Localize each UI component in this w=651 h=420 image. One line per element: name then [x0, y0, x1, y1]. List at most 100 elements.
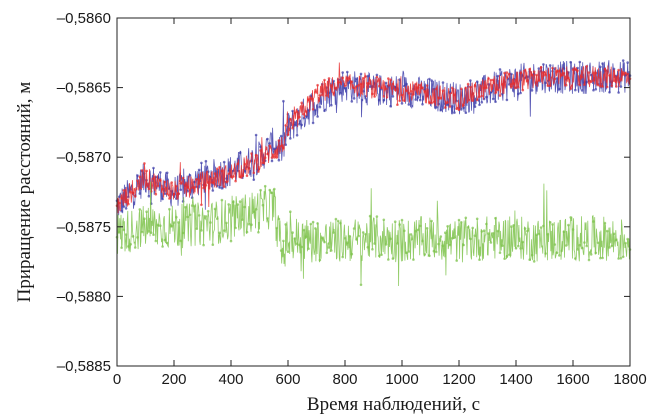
- data-point: [377, 254, 381, 258]
- data-point: [489, 241, 493, 244]
- data-point: [118, 195, 121, 199]
- data-point: [140, 230, 144, 234]
- data-point: [576, 248, 579, 251]
- x-tick-label: 200: [161, 371, 186, 388]
- data-point: [181, 231, 185, 235]
- data-point: [138, 175, 142, 178]
- data-point: [213, 172, 217, 175]
- data-point: [523, 69, 527, 72]
- data-point: [418, 98, 422, 102]
- data-point: [571, 68, 575, 71]
- data-point: [124, 233, 128, 236]
- data-point: [453, 93, 456, 97]
- data-point: [519, 247, 522, 250]
- data-point: [193, 204, 196, 208]
- data-point: [339, 81, 342, 84]
- data-point: [400, 102, 404, 105]
- data-point: [382, 95, 386, 98]
- data-point: [122, 205, 126, 208]
- data-point: [560, 74, 563, 77]
- data-point: [455, 107, 459, 110]
- data-point: [222, 160, 226, 164]
- data-point: [439, 108, 443, 112]
- data-point: [298, 122, 301, 126]
- data-point: [355, 85, 358, 88]
- data-point: [612, 79, 616, 82]
- data-point: [373, 95, 376, 98]
- data-point: [177, 192, 180, 195]
- data-point: [330, 84, 333, 87]
- data-point: [120, 246, 123, 249]
- data-point: [204, 184, 208, 187]
- data-point: [562, 67, 566, 70]
- data-point: [316, 115, 319, 118]
- data-point: [118, 201, 121, 205]
- data-point: [341, 255, 345, 259]
- data-point: [377, 84, 381, 88]
- data-point: [364, 75, 367, 78]
- data-point: [302, 113, 306, 116]
- data-point: [487, 232, 490, 235]
- data-point: [574, 68, 577, 71]
- x-tick-label: 800: [332, 371, 357, 388]
- data-point: [291, 109, 294, 113]
- data-point: [564, 244, 568, 247]
- data-point: [389, 237, 392, 241]
- data-point: [202, 186, 205, 190]
- data-point: [371, 248, 374, 251]
- data-point: [599, 85, 602, 88]
- data-point: [384, 87, 388, 91]
- data-point: [138, 208, 142, 211]
- data-point: [589, 253, 593, 256]
- data-point: [323, 109, 326, 113]
- data-point: [220, 198, 224, 202]
- data-point: [480, 101, 484, 104]
- data-point: [544, 81, 547, 85]
- data-point: [309, 222, 313, 226]
- data-point: [366, 246, 370, 249]
- data-point: [562, 71, 566, 75]
- data-point: [400, 218, 404, 222]
- data-point: [316, 222, 319, 225]
- data-point: [282, 99, 285, 103]
- data-point: [366, 81, 370, 85]
- data-point: [286, 250, 290, 253]
- data-point: [188, 213, 192, 217]
- data-point: [352, 227, 356, 230]
- data-point: [603, 67, 607, 71]
- data-point: [603, 221, 607, 225]
- data-point: [585, 65, 588, 68]
- data-point: [341, 71, 345, 74]
- data-point: [275, 156, 278, 159]
- data-point: [498, 68, 502, 71]
- data-point: [473, 105, 477, 108]
- data-point: [526, 229, 529, 233]
- data-point: [416, 86, 420, 89]
- data-point: [567, 223, 570, 227]
- data-point: [220, 169, 224, 173]
- data-point: [425, 84, 429, 87]
- data-point: [232, 200, 235, 204]
- data-point: [389, 104, 392, 108]
- data-point: [617, 257, 620, 260]
- data-point: [159, 171, 162, 174]
- data-point: [282, 239, 285, 243]
- data-point: [450, 105, 454, 108]
- data-point: [580, 246, 584, 250]
- data-point: [610, 84, 614, 88]
- data-point: [209, 221, 212, 224]
- data-point: [156, 184, 160, 188]
- data-point: [348, 234, 351, 238]
- data-point: [505, 254, 509, 258]
- data-point: [368, 214, 372, 218]
- data-point: [416, 228, 420, 232]
- data-point: [512, 82, 515, 85]
- data-point: [218, 186, 221, 189]
- data-point: [327, 246, 331, 249]
- data-point: [152, 166, 155, 170]
- data-point: [594, 71, 598, 75]
- series-red-markers: [115, 65, 632, 207]
- data-point: [580, 89, 584, 92]
- data-point: [300, 245, 304, 249]
